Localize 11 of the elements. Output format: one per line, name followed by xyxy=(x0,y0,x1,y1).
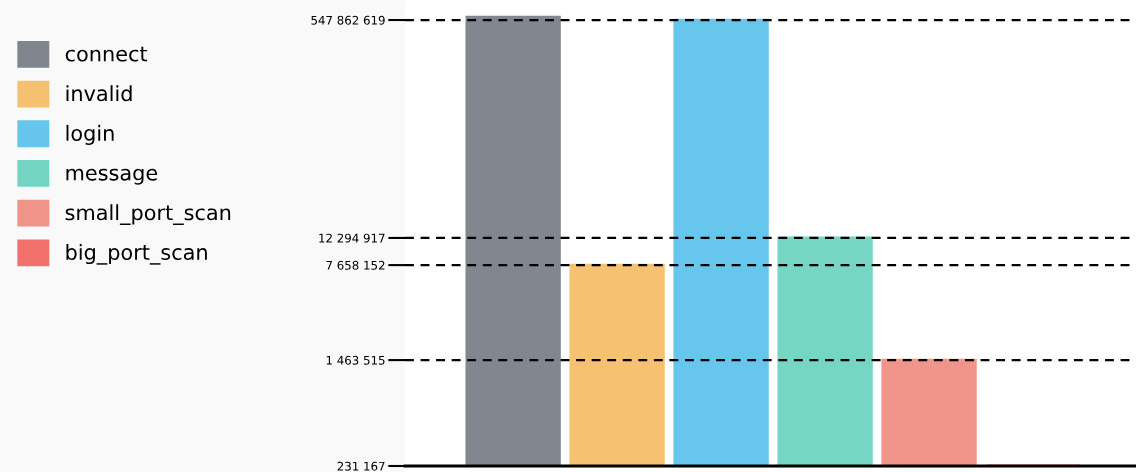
legend-label: invalid xyxy=(66,85,132,102)
legend-label: login xyxy=(66,124,114,146)
y-tick-label: 7 658 152 xyxy=(326,260,385,270)
legend-label: connect xyxy=(65,46,148,62)
y-tick-label: 547 862 619 xyxy=(311,15,385,25)
legend-label: small_port_scan xyxy=(65,204,231,225)
y-tick-label: 1 463 515 xyxy=(326,355,385,365)
y-tick-label: 231 167 xyxy=(337,461,385,471)
y-tick-label: 12 294 917 xyxy=(319,233,385,243)
legend-label: message xyxy=(66,168,158,185)
legend-label: big_port_scan xyxy=(66,243,207,265)
